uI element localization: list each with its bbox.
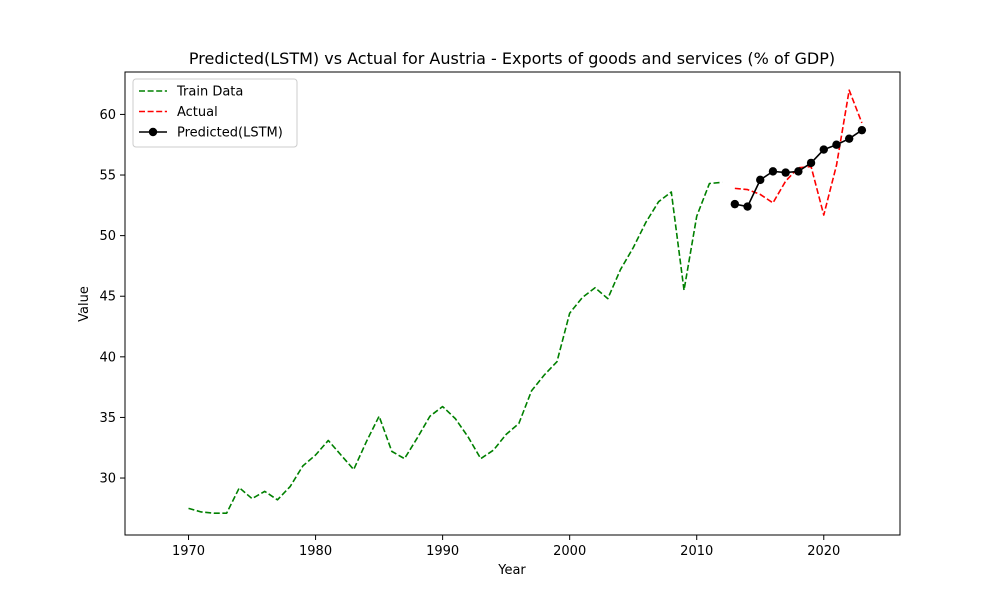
predicted-lstm-point — [768, 167, 778, 176]
y-tick-label: 30 — [99, 472, 116, 487]
predicted-lstm-point — [743, 202, 752, 211]
y-tick-label: 35 — [99, 411, 116, 426]
x-tick-label: 1990 — [426, 544, 459, 559]
y-tick-label: 55 — [99, 169, 116, 184]
legend: Train Data Actual Predicted(LSTM) — [132, 78, 298, 148]
x-tick-label: 2000 — [553, 544, 586, 559]
plot-frame — [124, 71, 901, 536]
x-tick-label: 1980 — [299, 544, 332, 559]
predicted-lstm-point — [806, 158, 816, 168]
predicted-lstm-point — [756, 175, 765, 185]
predicted-lstm-point — [857, 125, 867, 135]
x-axis-label: Year — [497, 563, 526, 578]
predicted-lstm-point — [730, 199, 740, 209]
train-data-line — [188, 181, 723, 514]
chart-title: Predicted(LSTM) vs Actual for Austria - … — [189, 49, 835, 68]
y-tick-label: 50 — [99, 229, 116, 244]
predicted-lstm-point — [794, 167, 803, 176]
legend-marker-predicted-lstm — [148, 127, 158, 137]
legend-label-actual: Actual — [177, 105, 218, 120]
actual-line — [734, 89, 863, 216]
y-axis-label: Value — [77, 286, 92, 322]
x-axis: 1970 1980 1990 2000 2010 2020 — [172, 535, 840, 559]
y-tick-label: 45 — [99, 290, 116, 305]
y-axis: 30 35 40 45 50 55 60 — [99, 108, 125, 487]
legend-label-predicted-lstm: Predicted(LSTM) — [177, 126, 283, 141]
x-tick-label: 2010 — [680, 544, 713, 559]
x-tick-label: 2020 — [807, 544, 840, 559]
predicted-lstm-point — [819, 145, 828, 154]
y-tick-label: 60 — [99, 108, 116, 123]
plot-area — [188, 89, 867, 514]
predicted-lstm-point — [832, 140, 841, 149]
legend-box — [132, 78, 298, 148]
predicted-lstm-point — [844, 134, 854, 143]
predicted-lstm-point — [781, 168, 790, 177]
legend-label-train-data: Train Data — [176, 85, 243, 100]
x-tick-label: 1970 — [172, 544, 205, 559]
y-tick-label: 40 — [99, 350, 116, 365]
